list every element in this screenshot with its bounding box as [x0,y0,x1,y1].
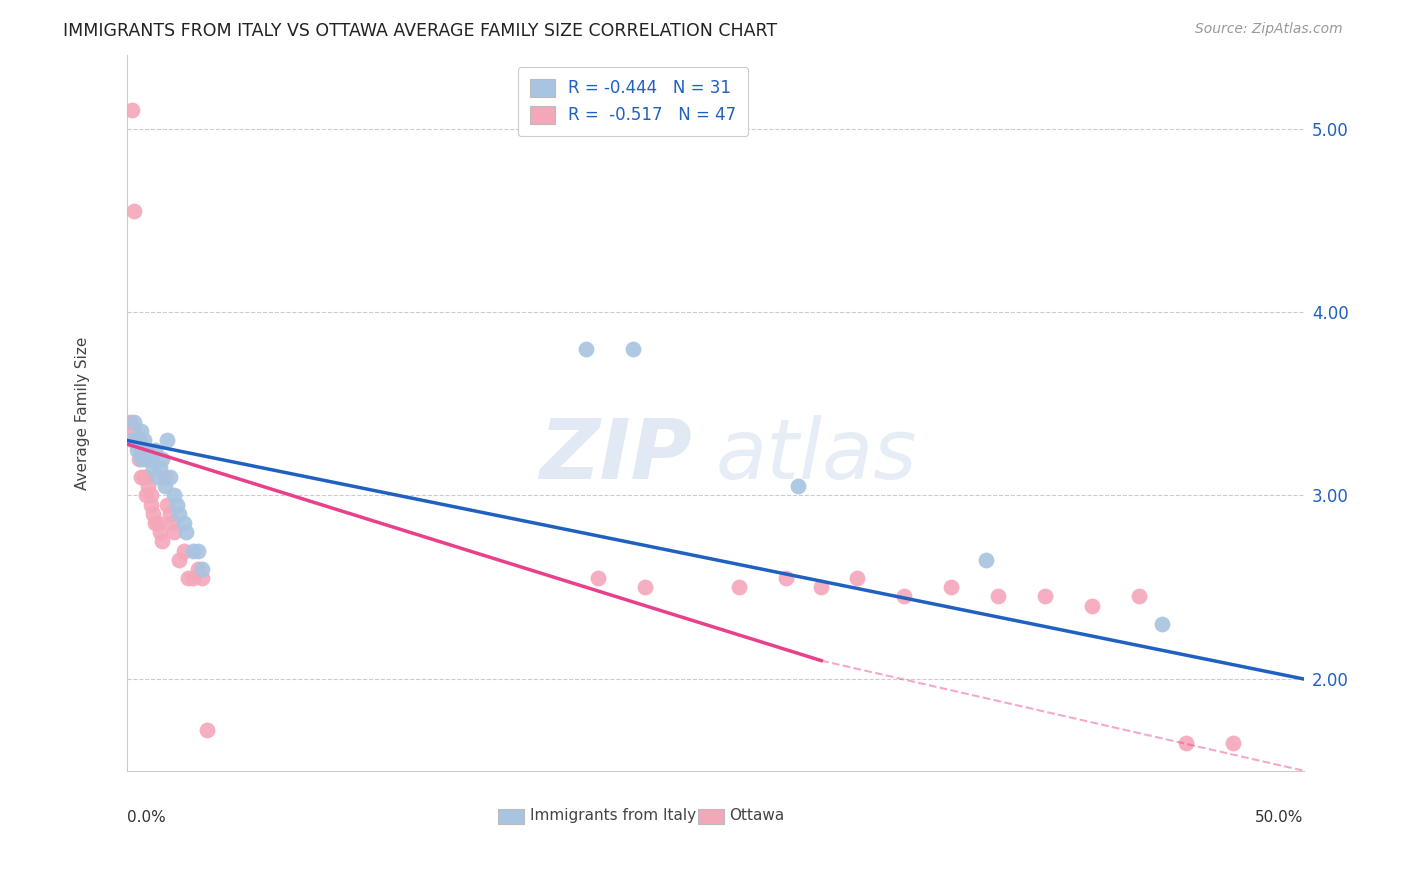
Point [135,488,157,502]
Point [187,562,209,576]
Point [177,571,200,585]
Point [122,424,145,438]
Point [586,571,609,585]
Point [149,525,172,540]
Point [135,470,157,484]
Legend: R = -0.444   N = 31, R =  -0.517   N = 47: R = -0.444 N = 31, R = -0.517 N = 47 [519,67,748,136]
Text: ZIP: ZIP [540,416,692,496]
Point [1128,590,1150,604]
Text: 0.0%: 0.0% [127,810,166,825]
Text: Source: ZipAtlas.com: Source: ZipAtlas.com [1195,22,1343,37]
Point [195,723,218,738]
Point [152,534,174,549]
FancyBboxPatch shape [697,809,724,824]
Point [159,470,181,484]
Point [139,451,162,466]
Text: atlas: atlas [716,416,917,496]
Point [893,590,915,604]
Point [1175,736,1198,750]
Point [142,461,165,475]
Point [191,562,214,576]
Text: Ottawa: Ottawa [730,808,785,823]
Point [118,415,141,429]
Text: Average Family Size: Average Family Size [75,336,90,490]
Point [181,543,204,558]
Point [1152,616,1174,631]
Point [1222,736,1244,750]
Point [129,451,152,466]
Point [156,498,179,512]
Point [149,461,172,475]
Point [1033,590,1056,604]
Point [575,342,598,356]
Point [152,451,174,466]
Point [166,498,188,512]
FancyBboxPatch shape [498,809,523,824]
Point [121,103,143,118]
Point [128,434,150,448]
Point [174,525,197,540]
Point [132,470,155,484]
Point [128,434,150,448]
Point [167,507,190,521]
Point [634,580,657,594]
Point [845,571,868,585]
Point [125,442,148,457]
Point [156,434,179,448]
Point [153,470,176,484]
Point [125,434,148,448]
Point [138,451,160,466]
Point [146,516,169,530]
Point [167,552,190,566]
Point [132,434,155,448]
Point [173,543,195,558]
Point [163,525,186,540]
Point [987,590,1010,604]
Point [139,488,162,502]
Point [163,488,186,502]
Text: 50.0%: 50.0% [1256,810,1303,825]
Point [132,451,155,466]
Point [810,580,832,594]
Point [135,442,157,457]
Point [122,415,145,429]
Point [160,516,183,530]
Point [145,516,167,530]
Point [621,342,644,356]
Point [173,516,195,530]
Point [775,571,797,585]
Point [146,470,169,484]
Point [187,543,209,558]
Point [153,479,176,493]
Point [786,479,808,493]
Point [728,580,751,594]
Point [1081,599,1104,613]
Point [191,571,214,585]
Point [139,498,162,512]
Point [129,470,152,484]
Point [145,442,167,457]
Point [138,479,160,493]
Point [159,507,181,521]
Text: Immigrants from Italy: Immigrants from Italy [530,808,696,823]
Point [142,507,165,521]
Point [128,451,150,466]
Point [129,442,152,457]
Point [939,580,962,594]
Point [121,434,143,448]
Point [129,424,152,438]
Text: IMMIGRANTS FROM ITALY VS OTTAWA AVERAGE FAMILY SIZE CORRELATION CHART: IMMIGRANTS FROM ITALY VS OTTAWA AVERAGE … [63,22,778,40]
Point [974,552,997,566]
Point [122,204,145,219]
Point [181,571,204,585]
